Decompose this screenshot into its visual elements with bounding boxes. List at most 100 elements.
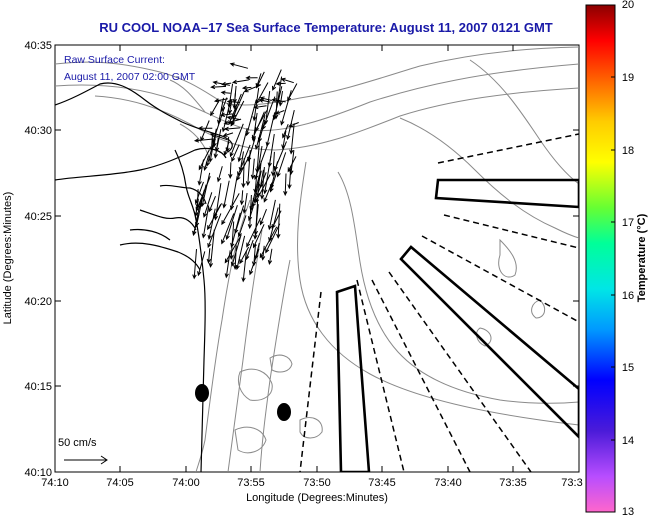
x-tick-label: 74:00 bbox=[172, 477, 200, 489]
current-vector-arrow bbox=[247, 194, 253, 230]
current-vector-arrow bbox=[257, 121, 266, 143]
current-vector-arrow bbox=[199, 184, 207, 209]
survey-polygons bbox=[335, 178, 579, 472]
colorbar-ticks bbox=[611, 4, 615, 513]
x-tick-label: 73:40 bbox=[434, 477, 462, 489]
current-vector-arrow bbox=[289, 123, 295, 155]
current-vector-arrow bbox=[228, 162, 233, 179]
current-vector-arrow bbox=[221, 98, 232, 133]
current-vector-arrow bbox=[225, 205, 238, 241]
y-tick-label: 40:20 bbox=[24, 296, 52, 308]
current-vector-arrow bbox=[259, 209, 267, 226]
current-vector-arrow bbox=[270, 151, 276, 177]
current-time: August 11, 2007 02:00 GMT bbox=[64, 71, 196, 83]
current-vector-arrow bbox=[239, 190, 245, 206]
x-tick-label: 73:45 bbox=[368, 477, 396, 489]
y-axis-label: Latitude (Degrees:Minutes) bbox=[2, 192, 14, 325]
current-vector-arrow bbox=[287, 83, 298, 102]
colorbar-tick-label: 19 bbox=[622, 72, 634, 84]
current-vector-arrow bbox=[209, 133, 228, 141]
current-vector-arrow bbox=[213, 137, 219, 159]
current-vector-arrow bbox=[221, 193, 240, 226]
current-vector-arrow bbox=[225, 136, 230, 153]
current-vector-arrow bbox=[281, 130, 287, 150]
y-tick-label: 40:25 bbox=[24, 211, 52, 223]
current-vector-arrow bbox=[263, 91, 271, 125]
current-vector-arrow bbox=[267, 199, 276, 231]
colorbar-tick-label: 16 bbox=[622, 290, 634, 302]
colorbar-tick-label: 18 bbox=[622, 145, 634, 157]
current-vector-arrow bbox=[221, 97, 228, 112]
y-tick-label: 40:30 bbox=[24, 125, 52, 137]
current-vector-arrow bbox=[200, 120, 210, 142]
current-vector-arrow bbox=[220, 90, 231, 95]
current-vector-arrow bbox=[235, 235, 246, 271]
current-vector-arrow bbox=[255, 73, 262, 89]
current-vector-arrow bbox=[197, 251, 206, 277]
colorbar-tick-label: 13 bbox=[622, 506, 634, 518]
current-vector-arrow bbox=[275, 76, 283, 105]
current-vector-arrow bbox=[272, 69, 282, 91]
current-vector-arrow bbox=[221, 213, 235, 245]
current-vector-arrow bbox=[250, 158, 256, 180]
current-vector-arrow bbox=[241, 158, 246, 189]
current-vector-arrow bbox=[195, 189, 200, 209]
current-vector-arrow bbox=[260, 167, 265, 200]
current-vector-arrow bbox=[231, 144, 240, 163]
current-vector-arrow bbox=[192, 249, 197, 280]
current-vector-arrow bbox=[252, 87, 260, 122]
current-vector-arrow bbox=[249, 174, 260, 212]
current-vector-arrow bbox=[243, 84, 262, 93]
y-tick-label: 40:10 bbox=[24, 467, 52, 479]
current-vector-arrow bbox=[207, 208, 216, 241]
current-vector-arrow bbox=[192, 214, 200, 236]
colorbar-label: Temperature (°C) bbox=[636, 213, 648, 302]
current-vector-arrow bbox=[236, 152, 252, 181]
current-vector-arrow bbox=[230, 234, 242, 267]
current-vector-arrow bbox=[229, 176, 238, 211]
current-vector-arrow bbox=[245, 75, 258, 81]
current-vector-arrow bbox=[207, 203, 223, 231]
current-vector-arrow bbox=[269, 161, 279, 190]
x-tick-label: 74:05 bbox=[106, 477, 134, 489]
current-vector-arrow bbox=[278, 91, 283, 107]
current-vector-arrow bbox=[276, 203, 281, 239]
current-vector-arrow bbox=[203, 155, 209, 172]
current-vector-arrow bbox=[201, 205, 210, 239]
bathymetry-contours bbox=[55, 46, 579, 472]
current-vector-arrow bbox=[229, 123, 244, 158]
current-vector-arrow bbox=[237, 215, 247, 238]
current-vector-arrow bbox=[198, 149, 210, 171]
current-vector-arrow bbox=[253, 199, 259, 236]
x-tick-label: 73:3 bbox=[561, 477, 582, 489]
current-vector-arrow bbox=[210, 100, 220, 117]
current-vector-arrow bbox=[222, 132, 234, 137]
colorbar-tick-label: 15 bbox=[622, 362, 634, 374]
current-vector-arrow bbox=[245, 99, 257, 137]
current-vector-arrow bbox=[224, 236, 241, 264]
plot-area bbox=[54, 44, 580, 473]
current-vector-arrow bbox=[260, 245, 266, 261]
current-vector-arrow bbox=[255, 160, 262, 198]
current-vector-arrow bbox=[210, 84, 227, 90]
current-vector-arrow bbox=[241, 85, 252, 90]
y-axis bbox=[55, 44, 579, 473]
current-vector-arrow bbox=[193, 138, 213, 143]
current-vector-arrow bbox=[251, 243, 257, 267]
current-vector-arrow bbox=[283, 173, 288, 197]
current-vector-arrow bbox=[287, 156, 297, 173]
station-marker bbox=[195, 384, 209, 402]
transect-lines bbox=[299, 133, 579, 472]
current-vector-arrow bbox=[232, 85, 237, 104]
current-vector-arrow bbox=[241, 251, 247, 283]
current-vector-arrow bbox=[286, 109, 295, 141]
current-vector-arrow bbox=[255, 82, 269, 105]
figure-title: RU COOL NOAA–17 Sea Surface Temperature:… bbox=[99, 20, 553, 35]
x-axis-label: Longitude (Degrees:Minutes) bbox=[246, 492, 388, 504]
scale-arrow bbox=[64, 455, 108, 465]
current-vector-arrow bbox=[254, 115, 266, 151]
station-marker bbox=[277, 403, 291, 421]
current-vector-arrow bbox=[256, 146, 263, 172]
current-vector-arrow bbox=[217, 97, 224, 125]
